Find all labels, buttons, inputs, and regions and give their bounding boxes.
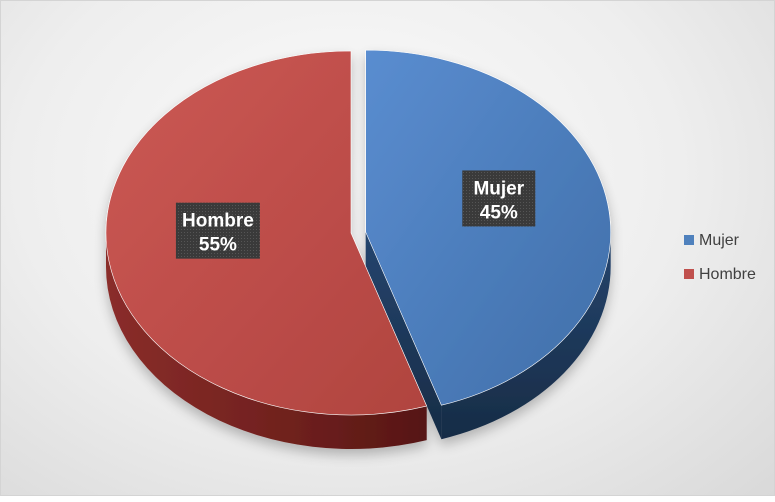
legend-label: Mujer (699, 232, 740, 249)
pie-slice-mujer (365, 49, 611, 406)
data-label-percent: 45% (480, 202, 518, 223)
legend-swatch (684, 235, 694, 245)
legend-swatch (684, 269, 694, 279)
legend-label: Hombre (699, 266, 756, 283)
data-label-box (462, 170, 536, 227)
pie-slice-side-mujer (365, 232, 611, 440)
legend-item-hombre: Hombre (684, 266, 756, 283)
data-label-category: Hombre (182, 211, 254, 232)
data-label-box (175, 202, 260, 259)
pie-slice-side-hombre (106, 233, 427, 450)
data-label-hombre: Hombre 55% (175, 202, 260, 259)
pie-slice-hombre (105, 50, 428, 416)
data-label-percent: 55% (199, 235, 237, 256)
data-label-mujer: Mujer 45% (462, 170, 536, 227)
legend-item-mujer: Mujer (684, 232, 740, 249)
legend: Mujer Hombre (684, 232, 756, 283)
data-label-category: Mujer (473, 178, 524, 199)
